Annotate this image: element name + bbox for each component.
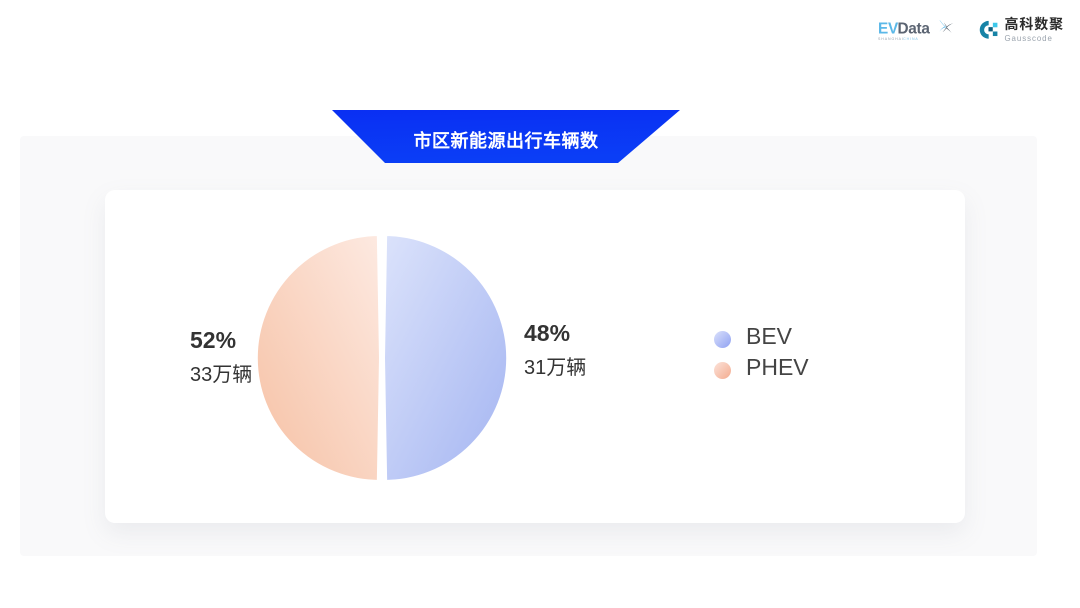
svg-text:EV: EV [878,21,899,38]
svg-text:CHINA: CHINA [903,37,919,41]
svg-text:Data: Data [898,21,931,38]
svg-text:SHANGHAI: SHANGHAI [878,37,904,41]
